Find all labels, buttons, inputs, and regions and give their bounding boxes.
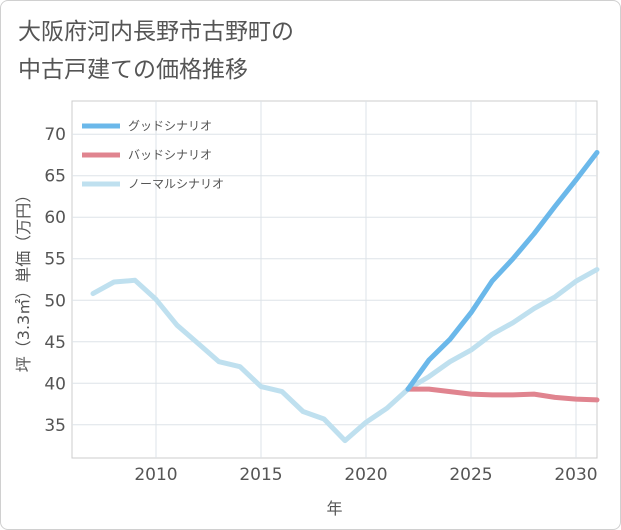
y-tick-label-70: 70 [44, 125, 66, 145]
y-tick-label-50: 50 [44, 291, 66, 311]
y-tick-label-35: 35 [44, 416, 66, 436]
y-tick-label-55: 55 [44, 250, 66, 270]
legend-label-2: ノーマルシナリオ [128, 177, 224, 191]
chart-title-line-1: 大阪府河内長野市古野町の [18, 19, 294, 45]
x-tick-label-2030: 2030 [554, 465, 597, 485]
y-tick-label-45: 45 [44, 333, 66, 353]
legend-label-1: バッドシナリオ [128, 148, 212, 162]
y-tick-label-40: 40 [44, 374, 66, 394]
chart-title-line-2: 中古戸建ての価格推移 [18, 57, 248, 83]
x-tick-label-2010: 2010 [134, 465, 177, 485]
chart-title: 大阪府河内長野市古野町の 中古戸建ての価格推移 [18, 13, 294, 89]
x-axis-label: 年 [326, 499, 342, 518]
series-line-1 [405, 386, 600, 403]
x-tick-label-2015: 2015 [239, 465, 282, 485]
x-tick-label-2025: 2025 [449, 465, 492, 485]
series-line-2 [90, 267, 600, 444]
plot-area [71, 100, 598, 459]
series-line-0 [405, 150, 600, 392]
x-tick-label-2020: 2020 [344, 465, 387, 485]
y-tick-label-65: 65 [44, 167, 66, 187]
y-tick-label-60: 60 [44, 208, 66, 228]
legend-label-0: グッドシナリオ [128, 119, 212, 133]
y-axis-label: 坪（3.3㎡）単価（万円） [14, 187, 33, 372]
